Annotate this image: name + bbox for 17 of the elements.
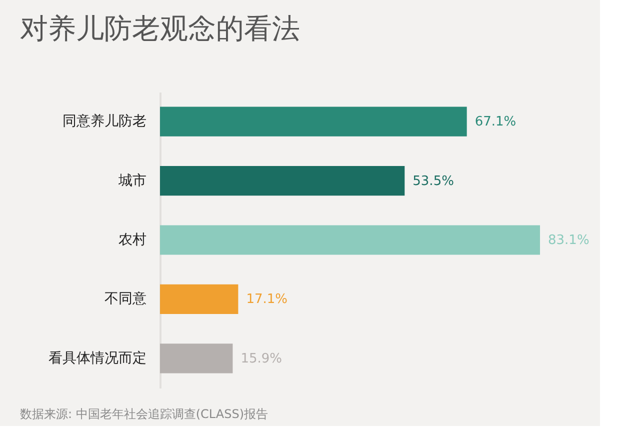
bar [160, 284, 238, 314]
data-label: 15.9% [240, 351, 282, 366]
y-tick-label: 同意养儿防老 [62, 114, 146, 130]
chart-title: 对养儿防老观念的看法 [20, 12, 300, 45]
y-tick-label: 农村 [118, 232, 146, 248]
bar [160, 106, 467, 136]
bar [160, 344, 233, 374]
y-tick-label: 不同意 [104, 291, 146, 308]
data-label: 17.1% [246, 292, 288, 308]
bar [160, 166, 405, 196]
data-label: 67.1% [474, 114, 516, 130]
source-note: 数据来源: 中国老年社会追踪调查(CLASS)报告 [20, 407, 268, 421]
data-label: 53.5% [412, 174, 454, 189]
bar [160, 225, 540, 255]
y-tick-label: 看具体情况而定 [48, 350, 146, 366]
data-label: 83.1% [548, 233, 590, 248]
y-tick-label: 城市 [118, 172, 146, 189]
